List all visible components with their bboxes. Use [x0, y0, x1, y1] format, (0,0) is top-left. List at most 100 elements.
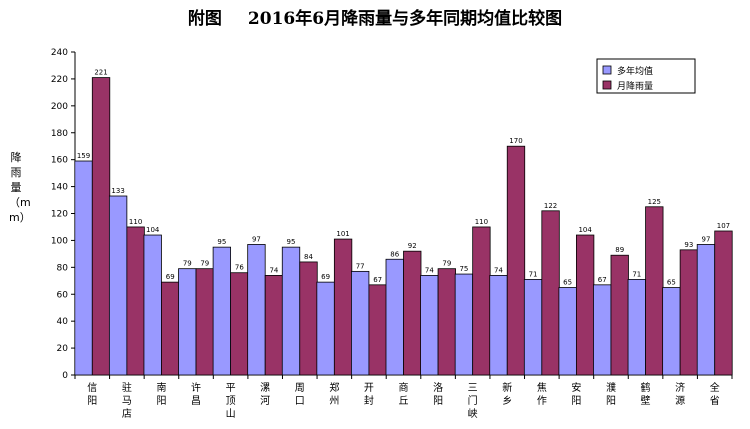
bar-average — [696, 244, 716, 376]
bar-monthly — [368, 284, 387, 376]
y-tick-label: 220 — [51, 75, 68, 85]
bar-average — [281, 246, 301, 376]
bar-monthly — [506, 145, 526, 376]
bar-average — [523, 279, 543, 376]
bar-average — [489, 275, 508, 376]
bar-average — [627, 279, 646, 376]
x-category-label: 口 — [295, 396, 305, 407]
x-category-label: 南 — [156, 381, 166, 394]
legend-label: 多年均值 — [617, 65, 653, 77]
data-label: 107 — [717, 222, 730, 230]
bar-average — [351, 270, 370, 376]
data-label: 125 — [648, 198, 661, 206]
bar-average — [316, 281, 335, 376]
bar-average — [212, 246, 232, 376]
data-label: 101 — [336, 230, 349, 238]
x-category-label: 郑 — [329, 381, 339, 394]
y-tick-label: 100 — [51, 236, 68, 246]
data-label: 71 — [632, 270, 641, 278]
bar-monthly — [610, 254, 629, 376]
data-label: 74 — [269, 266, 278, 274]
bar-average — [662, 287, 681, 376]
y-tick-label: 80 — [57, 263, 69, 273]
chart-title-text: 2016年6月降雨量与多年同期均值比较图 — [247, 9, 563, 29]
data-label: 110 — [129, 218, 142, 226]
bar-monthly — [299, 261, 318, 376]
data-label: 75 — [459, 265, 468, 273]
bar-average — [143, 234, 162, 376]
bar-monthly — [403, 250, 422, 376]
x-category-label: 顶 — [226, 395, 236, 407]
data-label: 67 — [373, 276, 382, 284]
bar-average — [420, 275, 439, 376]
data-label: 104 — [146, 226, 160, 234]
x-category-label: 全 — [710, 381, 720, 394]
legend-box — [596, 58, 696, 94]
data-label: 67 — [598, 276, 607, 284]
data-label: 92 — [408, 242, 417, 250]
bar-average — [108, 195, 128, 376]
legend-swatch — [602, 80, 612, 90]
data-label: 65 — [563, 279, 572, 287]
bar-average — [385, 258, 404, 376]
x-category-label: 开 — [364, 383, 374, 394]
data-label: 159 — [77, 152, 90, 160]
x-category-label: 乡 — [502, 395, 512, 407]
bar-monthly — [714, 230, 733, 376]
legend-swatch — [602, 65, 612, 75]
data-label: 69 — [166, 273, 175, 281]
bar-average — [247, 244, 266, 376]
y-tick-label: 0 — [62, 371, 68, 381]
x-category-label: 阳 — [571, 395, 581, 407]
x-category-label: 驻 — [122, 381, 132, 394]
x-category-label: 洛 — [433, 381, 443, 394]
bar-monthly — [645, 206, 664, 376]
bar-monthly — [91, 77, 111, 376]
x-category-label: 作 — [537, 395, 547, 407]
bar-monthly — [230, 272, 249, 376]
data-label: 79 — [183, 260, 192, 268]
x-category-label: 河 — [260, 395, 270, 407]
bar-average — [558, 287, 577, 376]
y-tick-label: 180 — [51, 129, 68, 139]
x-category-label: 阳 — [87, 395, 97, 407]
data-label: 84 — [304, 253, 313, 261]
x-category-label: 门 — [468, 394, 478, 407]
bar-monthly — [264, 275, 284, 376]
data-label: 79 — [200, 260, 209, 268]
bar-monthly — [126, 226, 145, 376]
x-category-label: 壁 — [641, 394, 651, 407]
data-label: 110 — [475, 218, 488, 226]
x-category-label: 周 — [295, 382, 305, 394]
bar-monthly — [541, 210, 560, 376]
x-category-label: 许 — [191, 382, 201, 394]
x-category-label: 山 — [226, 408, 236, 420]
x-category-label: 漯 — [260, 382, 270, 394]
bar-average — [454, 273, 474, 376]
bar-monthly — [195, 268, 214, 376]
data-label: 79 — [442, 260, 451, 268]
bar-monthly — [472, 226, 491, 376]
bar-average — [74, 160, 93, 376]
data-label: 77 — [356, 262, 365, 270]
data-label: 133 — [111, 187, 124, 195]
bar-average — [178, 268, 197, 376]
data-label: 95 — [287, 238, 296, 246]
data-label: 76 — [235, 264, 244, 272]
x-category-label: 阳 — [433, 395, 443, 407]
bar-monthly — [679, 249, 699, 376]
x-category-label: 新 — [502, 381, 512, 394]
x-category-label: 省 — [710, 394, 720, 407]
x-category-label: 源 — [675, 394, 685, 407]
bar-monthly — [437, 268, 456, 376]
y-tick-label: 160 — [51, 156, 68, 166]
data-label: 86 — [390, 250, 399, 258]
x-category-label: 峡 — [468, 407, 478, 420]
y-tick-label: 40 — [57, 317, 69, 327]
data-label: 97 — [252, 235, 261, 243]
y-tick-label: 60 — [57, 290, 69, 300]
x-category-label: 阳 — [606, 395, 616, 407]
bar-monthly — [333, 238, 353, 376]
data-label: 74 — [425, 266, 434, 274]
